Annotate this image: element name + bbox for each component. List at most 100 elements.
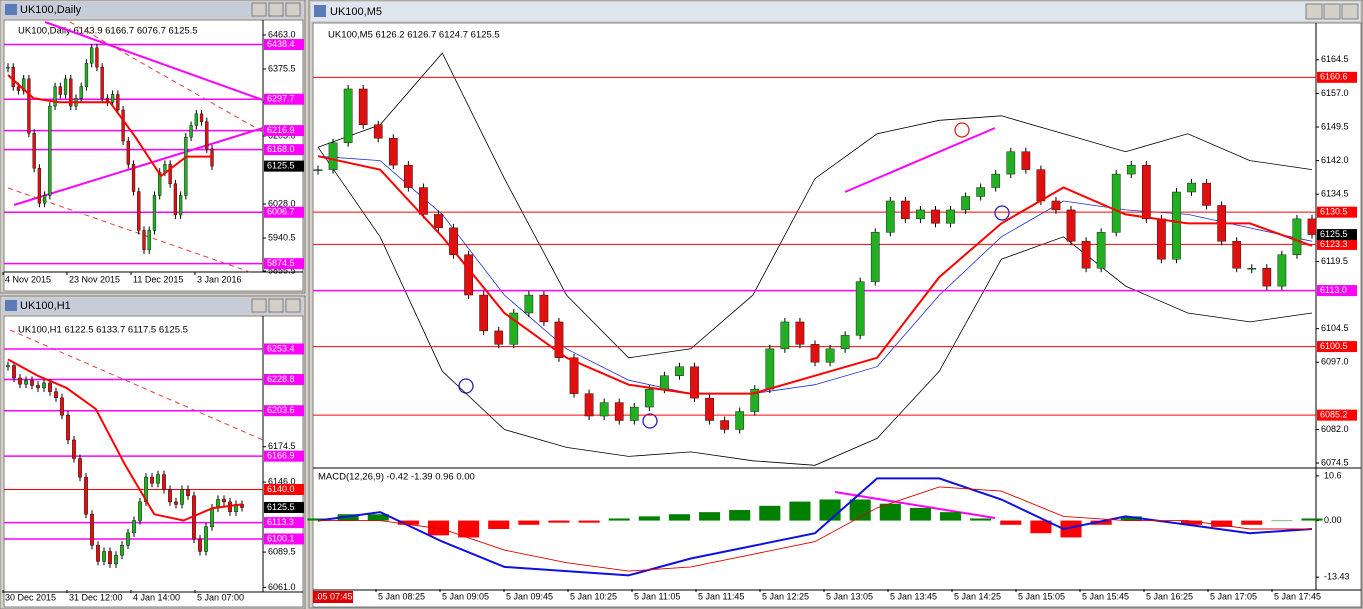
title-bar[interactable] xyxy=(311,2,1360,21)
candle xyxy=(84,63,89,87)
candle xyxy=(554,321,564,358)
candle xyxy=(840,335,850,350)
y-tick-label: 10.6 xyxy=(1324,470,1342,480)
candle xyxy=(1111,173,1121,233)
candle xyxy=(1126,164,1136,175)
candle xyxy=(180,489,184,505)
candle xyxy=(199,113,204,122)
candle xyxy=(186,489,190,496)
macd-bar xyxy=(849,499,871,521)
candle xyxy=(735,411,745,430)
candle xyxy=(1096,232,1106,269)
candle xyxy=(961,196,970,211)
price-level-box xyxy=(1317,341,1357,353)
candle xyxy=(1081,241,1091,269)
candle xyxy=(479,294,489,332)
macd-bar xyxy=(940,512,962,521)
candle xyxy=(69,78,73,107)
x-tick-label: 11 Dec 2015 xyxy=(133,274,183,284)
price-level-label: 6100.1 xyxy=(267,533,295,543)
candle xyxy=(991,173,1001,188)
y-tick-label: 6164.5 xyxy=(1321,54,1349,64)
candle xyxy=(976,187,986,197)
candle xyxy=(720,420,729,430)
candle xyxy=(1036,169,1046,202)
price-level-box xyxy=(264,258,304,270)
price-level-box xyxy=(264,39,304,51)
price-level-box xyxy=(264,450,304,462)
current-price-box xyxy=(1317,229,1357,241)
macd-bar xyxy=(879,503,901,521)
x-tick-label: 5 Jan 07:00 xyxy=(197,592,244,602)
macd-bar xyxy=(699,512,721,521)
candle xyxy=(131,164,136,192)
candle xyxy=(194,113,198,126)
indicator-line xyxy=(317,477,1313,577)
candle xyxy=(690,366,699,399)
macd-bar xyxy=(427,520,450,536)
candle xyxy=(108,551,112,565)
macd-bar xyxy=(1241,520,1263,525)
current-price-box xyxy=(264,160,304,172)
macd-bar xyxy=(458,520,480,538)
y-tick-label: 6082.0 xyxy=(1321,424,1349,434)
x-tick-label: 5 Jan 11:05 xyxy=(634,591,680,601)
candle xyxy=(464,254,473,296)
candle xyxy=(27,78,31,134)
candle xyxy=(16,86,21,91)
macd-bar xyxy=(367,514,389,521)
indicator-line xyxy=(317,155,1313,395)
chart-area xyxy=(3,315,304,608)
candle xyxy=(404,164,413,188)
macd-bar xyxy=(970,518,992,521)
title-bar[interactable] xyxy=(2,298,303,314)
candle xyxy=(449,227,458,255)
y-tick-label: 6089.5 xyxy=(268,546,296,556)
candle xyxy=(184,136,188,196)
price-level-box xyxy=(264,373,304,385)
x-tick-label: 5 Jan 15:45 xyxy=(1082,591,1129,601)
price-level-box xyxy=(264,206,304,218)
candle xyxy=(58,86,62,95)
current-price-box xyxy=(264,501,304,513)
candle xyxy=(494,330,504,345)
candle xyxy=(138,501,142,521)
current-price-label: 6125.5 xyxy=(267,160,295,170)
macd-bar xyxy=(819,499,841,521)
candle xyxy=(675,366,684,376)
x-tick-label: 5 Jan 13:05 xyxy=(826,591,873,601)
macd-bar xyxy=(1060,520,1082,538)
candle xyxy=(120,545,124,556)
candle xyxy=(1247,267,1257,270)
candle xyxy=(54,391,58,399)
x-tick-label: 5 Jan 14:25 xyxy=(954,591,1001,601)
candle xyxy=(343,88,353,143)
time-marker-label: .05 07:45 xyxy=(315,591,353,601)
price-level-box xyxy=(264,517,304,529)
current-price-label: 6125.5 xyxy=(267,502,295,512)
candle xyxy=(147,230,151,251)
candle xyxy=(1187,182,1196,193)
candle xyxy=(48,105,52,196)
macd-bar xyxy=(548,520,570,523)
price-level-box xyxy=(264,343,304,355)
title-bar[interactable] xyxy=(2,2,303,18)
macd-bar xyxy=(1211,520,1233,527)
window-title: UK100,M5 xyxy=(330,6,382,18)
window-buttons[interactable] xyxy=(251,2,1359,313)
candle xyxy=(12,365,16,379)
window-icon xyxy=(314,5,326,17)
price-level-box xyxy=(264,484,304,496)
time-marker-box xyxy=(313,591,353,603)
candle xyxy=(205,121,209,150)
x-tick-label: 31 Dec 12:00 xyxy=(69,592,123,602)
candle xyxy=(168,164,172,185)
candle xyxy=(1141,164,1151,220)
price-level-label: 6100.5 xyxy=(1320,341,1348,351)
macd-bar xyxy=(668,514,690,521)
candle xyxy=(79,86,83,99)
candle xyxy=(1262,267,1272,287)
candle xyxy=(32,133,36,169)
y-tick-label: 6104.5 xyxy=(1321,323,1349,333)
